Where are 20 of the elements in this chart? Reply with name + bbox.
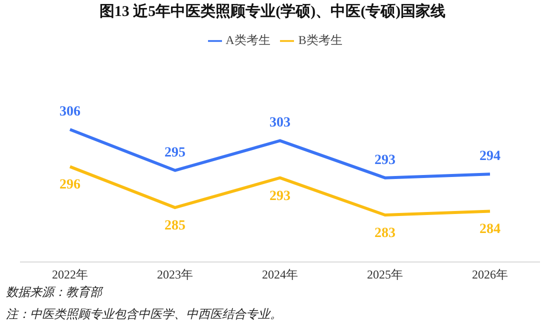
data-label: 293 [270, 188, 290, 204]
x-tick-label: 2022年 [52, 268, 88, 282]
data-label: 303 [270, 116, 290, 131]
x-tick-label: 2024年 [262, 268, 298, 282]
x-tick-label: 2025年 [367, 268, 403, 282]
source-note: 数据来源：教育部 [6, 284, 102, 301]
data-label: 295 [164, 145, 186, 160]
data-label: 285 [164, 218, 186, 234]
text: 注：中医类照顾专业包含中医学、中西医结合专业。 [6, 306, 282, 323]
chart-title: 图13 近5年中医类照顾专业(学硕)、中医(专硕)国家线 [98, 2, 447, 21]
x-tick-label: 2026年 [472, 268, 508, 282]
legend-label: A类考生 [226, 33, 270, 47]
data-label: 284 [480, 222, 500, 238]
data-label: 283 [374, 226, 396, 241]
data-label: 293 [374, 152, 396, 168]
data-label: 296 [60, 178, 80, 193]
x-tick-label: 2023年 [157, 268, 193, 282]
legend-label: B类考生 [298, 33, 342, 47]
data-label: 294 [480, 149, 500, 164]
data-label: 306 [60, 104, 80, 120]
